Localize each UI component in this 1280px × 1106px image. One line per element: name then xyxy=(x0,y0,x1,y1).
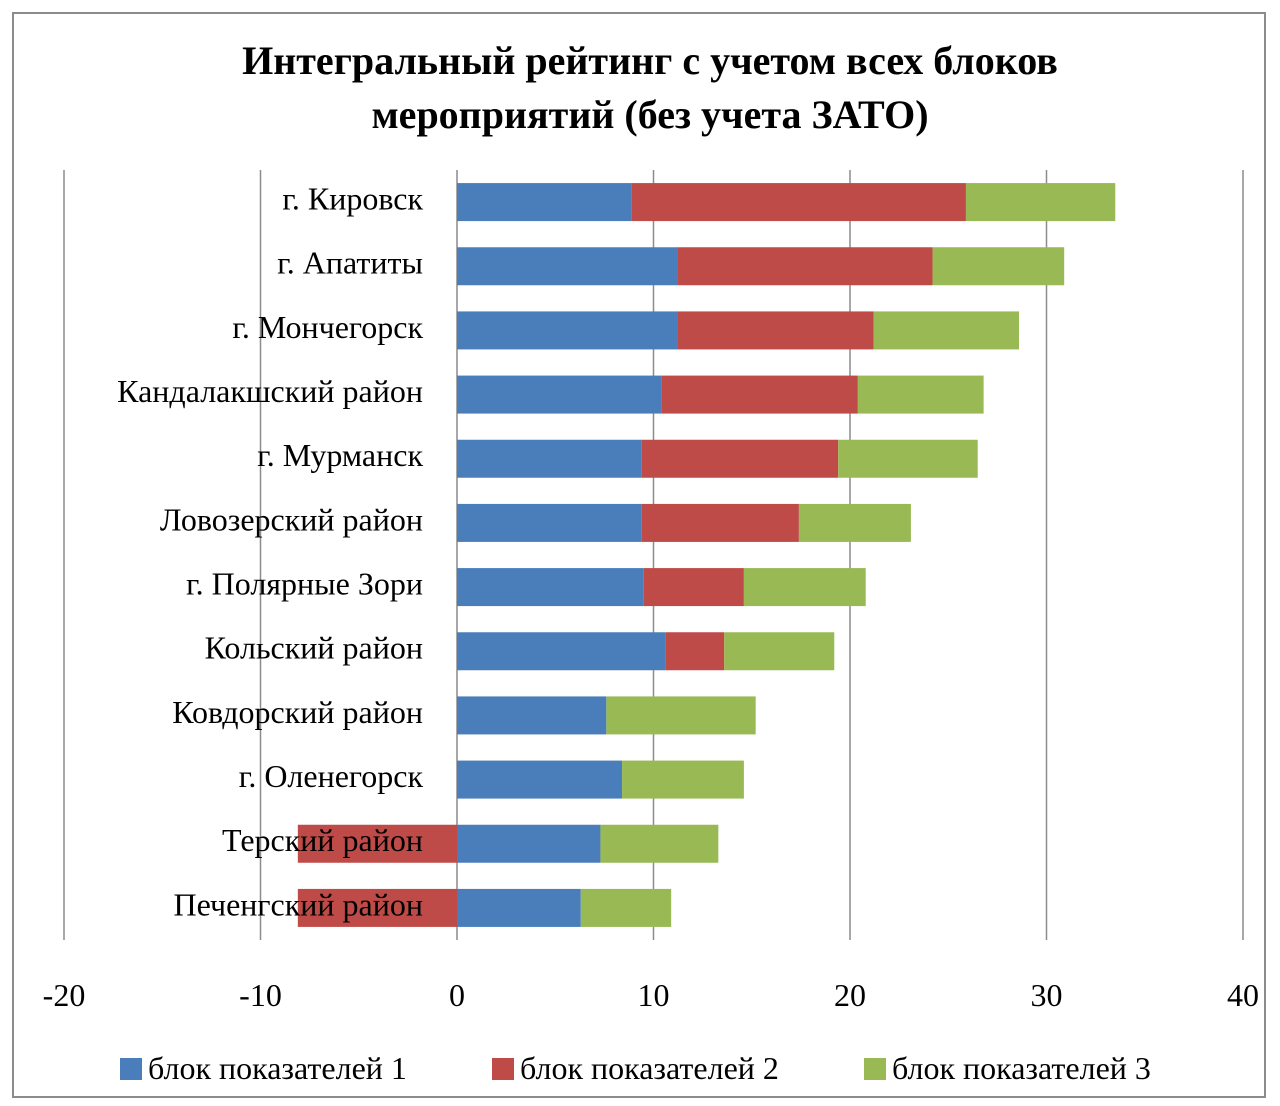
legend-label: блок показателей 3 xyxy=(892,1050,1151,1086)
legend-label: блок показателей 1 xyxy=(148,1050,407,1086)
bar-segment xyxy=(457,439,642,478)
bar-segment xyxy=(677,311,874,350)
x-tick-label: 20 xyxy=(834,977,866,1013)
category-label: г. Оленегорск xyxy=(239,758,424,794)
bar-segment xyxy=(457,311,678,350)
legend-item: блок показателей 1 xyxy=(120,1050,407,1087)
bar-segment xyxy=(457,824,601,863)
bar-segment xyxy=(457,568,644,607)
category-label: Кандалакшский район xyxy=(117,373,423,409)
bar-segment xyxy=(643,568,744,607)
bar-segment xyxy=(457,696,607,735)
x-tick-label: 10 xyxy=(638,977,670,1013)
chart-title-line-2: мероприятий (без учета ЗАТО) xyxy=(371,92,929,137)
bar-segment xyxy=(724,632,835,671)
bar-segment xyxy=(857,375,984,414)
category-label: Терский район xyxy=(222,822,423,858)
bar-segment xyxy=(457,183,632,222)
category-label: Кольский район xyxy=(205,630,423,666)
category-label: г. Мончегорск xyxy=(232,309,423,345)
bar-segment xyxy=(965,183,1116,222)
bar-segment xyxy=(665,632,725,671)
x-tick-label: 40 xyxy=(1227,977,1259,1013)
category-label: Ковдорский район xyxy=(172,694,423,730)
category-label: Печенгский район xyxy=(173,886,423,922)
bar-segment xyxy=(600,824,719,863)
legend-item: блок показателей 2 xyxy=(492,1050,779,1087)
bar-chart: г. Кировск г. Апатиты г. Мончегорск Кандала… xyxy=(43,170,1259,1013)
category-label: г. Кировск xyxy=(282,180,423,216)
bar-segment xyxy=(677,247,933,286)
bar-segment xyxy=(641,439,839,478)
bar-segment xyxy=(838,439,978,478)
bar-segment xyxy=(457,888,581,927)
bar-segment xyxy=(457,375,662,414)
bar-segment xyxy=(606,696,756,735)
chart-title: Интегральный рейтинг с учетом всех блоко… xyxy=(0,34,1280,142)
legend-swatch xyxy=(492,1057,514,1080)
bar-segment xyxy=(297,824,457,863)
bar-segment xyxy=(798,503,911,542)
category-label: Ловозерский район xyxy=(160,501,423,537)
bar-segment xyxy=(932,247,1065,286)
bar-segment xyxy=(297,888,457,927)
chart-title-line-1: Интегральный рейтинг с учетом всех блоко… xyxy=(242,38,1058,83)
legend-label: блок показателей 2 xyxy=(520,1050,779,1086)
bar-segment xyxy=(641,503,799,542)
x-tick-label: -20 xyxy=(43,977,86,1013)
bar-segment xyxy=(457,503,642,542)
bar-segment xyxy=(457,247,678,286)
bar-segment xyxy=(873,311,1019,350)
bar-segment xyxy=(743,568,866,607)
chart-legend: блок показателей 1 блок показателей 2 блок… xyxy=(0,1050,1280,1098)
bar-segment xyxy=(622,760,744,799)
x-tick-label: 30 xyxy=(1031,977,1063,1013)
bar-segment xyxy=(580,888,672,927)
bar-segment xyxy=(661,375,858,414)
bar-segment xyxy=(631,183,966,222)
legend-swatch xyxy=(864,1057,886,1080)
category-label: г. Мурманск xyxy=(257,437,423,473)
x-tick-label: 0 xyxy=(449,977,465,1013)
x-tick-label: -10 xyxy=(239,977,282,1013)
bar-segment xyxy=(457,760,623,799)
category-label: г. Полярные Зори xyxy=(186,565,423,601)
bar-segment xyxy=(457,632,666,671)
category-label: г. Апатиты xyxy=(277,245,423,281)
legend-item: блок показателей 3 xyxy=(864,1050,1151,1087)
legend-swatch xyxy=(120,1057,142,1080)
